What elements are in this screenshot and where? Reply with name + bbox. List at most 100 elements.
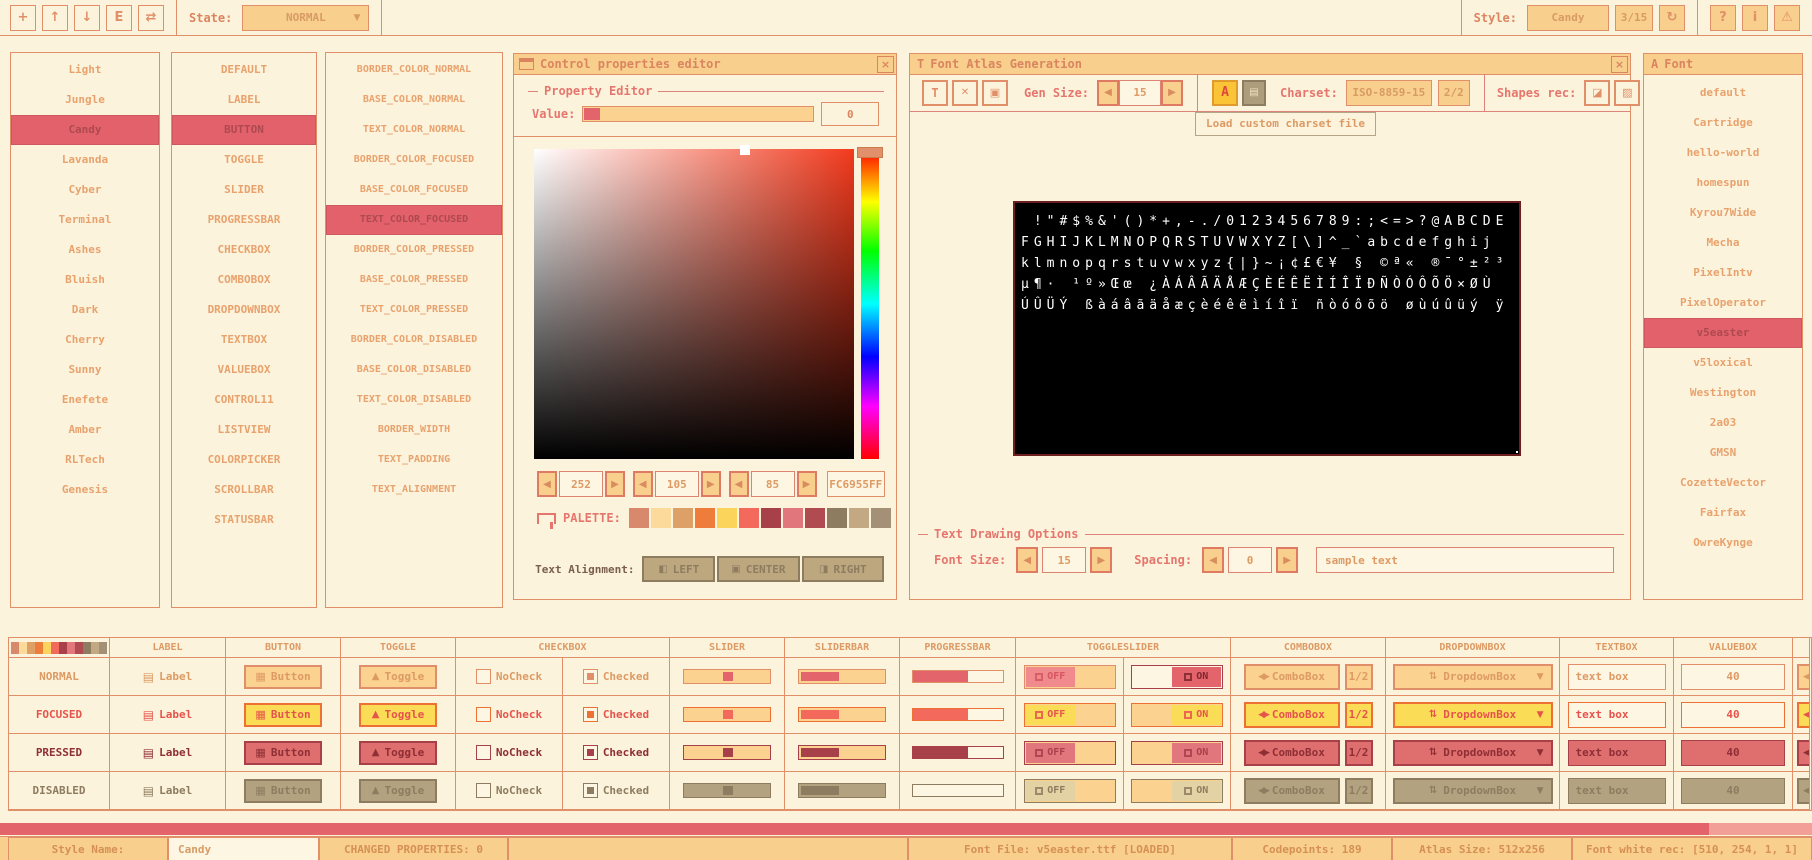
font-list-item[interactable]: PixelOperator <box>1679 296 1767 309</box>
checkbox-unchecked-preview[interactable]: NoCheck <box>456 696 563 734</box>
sliderbar-preview[interactable] <box>798 783 886 798</box>
font-list-item[interactable]: v5loxical <box>1693 356 1753 369</box>
property-list-item[interactable]: BORDER_COLOR_PRESSED <box>353 244 475 255</box>
checkbox-box[interactable] <box>475 783 491 798</box>
button-preview[interactable]: ▦ Button <box>244 702 322 727</box>
green-decrement-button[interactable]: ◀ <box>632 471 653 497</box>
red-increment-button[interactable]: ▶ <box>605 471 625 497</box>
info-button[interactable]: i <box>1742 4 1768 31</box>
style-list-item[interactable]: Ashes <box>68 243 102 256</box>
palette-swatch[interactable] <box>760 508 781 528</box>
align-left-button[interactable]: ◧ LEFT <box>642 556 716 582</box>
control-list-item[interactable]: CHECKBOX <box>217 243 271 256</box>
dropdownbox-preview[interactable]: ⇅ DropdownBox ▼ <box>1392 739 1553 766</box>
style-list-item[interactable]: Bluish <box>65 273 105 286</box>
export-file-button[interactable]: E <box>106 4 132 31</box>
color-picker[interactable] <box>534 145 854 459</box>
font-panel-titlebar[interactable]: A Font <box>1644 54 1802 75</box>
close-icon[interactable]: × <box>1611 55 1628 73</box>
checkbox-unchecked-preview[interactable]: NoCheck <box>456 772 563 810</box>
property-list-item[interactable]: TEXT_PADDING <box>377 454 451 465</box>
checkbox-checked-preview[interactable]: Checked <box>563 772 670 810</box>
spinner-overflow[interactable]: ◀ <box>1797 739 1809 766</box>
textbox-preview[interactable]: text box <box>1567 739 1666 766</box>
property-list-item[interactable]: BASE_COLOR_FOCUSED <box>359 184 469 195</box>
slider-preview[interactable] <box>683 669 771 684</box>
style-name-input[interactable]: Candy <box>168 837 319 860</box>
toggleslider-on-preview[interactable]: ON <box>1131 702 1223 727</box>
font-list-item[interactable]: Westington <box>1689 386 1757 399</box>
export-atlas-image-button[interactable]: ▣ <box>982 79 1008 106</box>
toggleslider-off-preview[interactable]: OFF <box>1023 664 1116 689</box>
sliderbar-preview[interactable] <box>798 707 886 722</box>
style-name-button[interactable]: Candy <box>1527 4 1609 31</box>
property-list-item[interactable]: BORDER_COLOR_NORMAL <box>356 64 472 75</box>
style-list-item[interactable]: Enefete <box>61 393 109 406</box>
toggle-preview[interactable]: ▲ Toggle <box>359 702 437 727</box>
dropdownbox-preview[interactable]: ⇅ DropdownBox ▼ <box>1392 777 1553 804</box>
state-dropdown[interactable]: NORMAL ▼ <box>242 4 370 31</box>
reload-style-button[interactable]: ↻ <box>1659 4 1685 31</box>
checkbox-checked-preview[interactable]: Checked <box>563 734 670 772</box>
control-list-item[interactable]: STATUSBAR <box>214 513 274 526</box>
property-value-slider[interactable] <box>582 106 815 122</box>
align-right-button[interactable]: ◨ RIGHT <box>801 556 884 582</box>
property-list-item[interactable]: TEXT_COLOR_NORMAL <box>362 124 466 135</box>
checkbox-box[interactable] <box>475 707 491 722</box>
checkbox-box-checked[interactable] <box>582 783 598 798</box>
shape-corner-button[interactable]: ◪ <box>1584 79 1611 106</box>
red-value[interactable]: 252 <box>559 471 603 497</box>
property-list-item[interactable]: TEXT_COLOR_FOCUSED <box>326 205 502 235</box>
checkbox-box[interactable] <box>475 745 491 760</box>
control-list-item[interactable]: COLORPICKER <box>207 453 281 466</box>
style-list-item[interactable]: Dark <box>71 303 99 316</box>
style-list-item[interactable]: Sunny <box>68 363 102 376</box>
dropdownbox-preview[interactable]: ⇅ DropdownBox ▼ <box>1392 701 1553 728</box>
palette-swatch[interactable] <box>672 508 693 528</box>
font-list-item[interactable]: PixelIntv <box>1693 266 1753 279</box>
toggle-preview[interactable]: ▲ Toggle <box>359 778 437 803</box>
textbox-preview[interactable]: text box <box>1567 777 1666 804</box>
textbox-preview[interactable]: text box <box>1567 663 1666 690</box>
slider-preview[interactable] <box>683 783 771 798</box>
scrollbar-thumb[interactable] <box>0 823 1709 835</box>
blue-increment-button[interactable]: ▶ <box>796 471 817 497</box>
property-list-item[interactable]: BORDER_WIDTH <box>377 424 451 435</box>
combobox-preview[interactable]: ◀▶ ComboBox <box>1243 777 1340 804</box>
clear-font-button[interactable]: ✕ <box>952 79 978 106</box>
palette-swatch[interactable] <box>870 508 891 528</box>
slider-thumb[interactable] <box>723 710 733 719</box>
report-issue-button[interactable]: ⚠ <box>1774 4 1800 31</box>
property-list-item[interactable]: BORDER_COLOR_FOCUSED <box>353 154 475 165</box>
font-list-item[interactable]: CozetteVector <box>1679 476 1767 489</box>
control-list-item[interactable]: DEFAULT <box>220 63 268 76</box>
toggle-preview[interactable]: ▲ Toggle <box>359 664 437 689</box>
property-list-item[interactable]: TEXT_COLOR_DISABLED <box>356 394 472 405</box>
property-list-item[interactable]: TEXT_COLOR_PRESSED <box>359 304 469 315</box>
sliderbar-preview[interactable] <box>798 669 886 684</box>
combobox-counter[interactable]: 1/2 <box>1344 777 1373 804</box>
spinner-overflow[interactable]: ◀ <box>1797 777 1809 804</box>
hue-bar[interactable] <box>857 147 883 459</box>
font-list-item[interactable]: Kyrou7Wide <box>1689 206 1757 219</box>
checkbox-checked-preview[interactable]: Checked <box>563 658 670 696</box>
horizontal-scrollbar[interactable] <box>0 823 1812 835</box>
font-list-item[interactable]: Cartridge <box>1693 116 1753 129</box>
palette-swatch[interactable] <box>782 508 803 528</box>
slider-thumb[interactable] <box>723 786 733 795</box>
font-list-item[interactable]: homespun <box>1696 176 1750 189</box>
style-list-item[interactable]: Amber <box>68 423 102 436</box>
control-list-item[interactable]: LABEL <box>227 93 261 106</box>
font-list-item[interactable]: OwreKynge <box>1693 536 1753 549</box>
control-list-item[interactable]: TEXTBOX <box>220 333 268 346</box>
dropdownbox-preview[interactable]: ⇅ DropdownBox ▼ <box>1392 663 1553 690</box>
checkbox-unchecked-preview[interactable]: NoCheck <box>456 658 563 696</box>
button-preview[interactable]: ▦ Button <box>244 778 322 803</box>
combobox-counter[interactable]: 1/2 <box>1344 701 1373 728</box>
checkbox-checked-preview[interactable]: Checked <box>563 696 670 734</box>
style-list-item[interactable]: Candy <box>11 115 159 145</box>
control-list-item[interactable]: TOGGLE <box>224 153 264 166</box>
close-icon[interactable]: × <box>877 55 894 73</box>
color-picker-cursor[interactable] <box>740 145 751 155</box>
toggleslider-off-preview[interactable]: OFF <box>1023 702 1116 727</box>
